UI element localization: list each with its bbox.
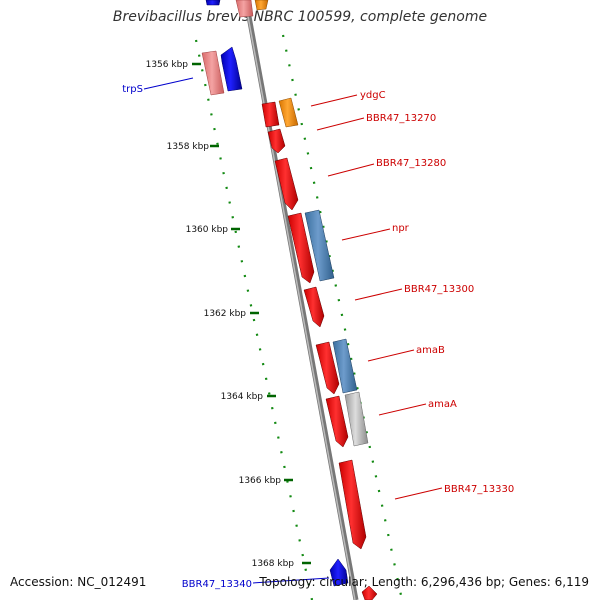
gene-features <box>201 0 378 600</box>
gene-label-BBR47_13270[interactable]: BBR47_13270 <box>366 113 436 124</box>
feature-ydgC[interactable] <box>278 97 299 128</box>
feature-amaB[interactable] <box>315 341 340 395</box>
kbp-label: 1358 kbp <box>167 142 210 152</box>
kbp-label: 1364 kbp <box>221 392 264 402</box>
feature-pink-trps-region[interactable] <box>201 50 225 96</box>
feature-trpS[interactable] <box>220 46 243 92</box>
feature-BBR47_13330[interactable] <box>338 459 367 550</box>
gene-label-BBR47_13280[interactable]: BBR47_13280 <box>376 158 446 169</box>
gene-label-BBR47_13330[interactable]: BBR47_13330 <box>444 484 514 495</box>
feature-top-blue[interactable] <box>205 0 221 6</box>
gene-label-npr[interactable]: npr <box>392 223 410 234</box>
feature-bottom-red[interactable] <box>361 585 378 600</box>
gene-label-trpS[interactable]: trpS <box>122 84 143 95</box>
feature-top-orange[interactable] <box>254 0 269 11</box>
feature-npr[interactable] <box>287 212 315 284</box>
gene-label-amaB[interactable]: amaB <box>416 345 445 356</box>
kbp-label: 1362 kbp <box>204 309 247 319</box>
kbp-label: 1366 kbp <box>239 476 282 486</box>
kbp-label: 1360 kbp <box>186 225 229 235</box>
topology-text: Topology: circular; Length: 6,296,436 bp… <box>259 575 589 589</box>
accession-text: Accession: NC_012491 <box>10 575 147 589</box>
genome-backbone <box>243 0 359 600</box>
leader-npr <box>341 228 391 241</box>
kbp-ticks <box>192 62 311 565</box>
leader-BBR47_13280 <box>327 163 375 177</box>
leader-amaA <box>378 403 427 416</box>
leader-BBR47_13330 <box>394 487 443 500</box>
leader-BBR47_13340 <box>252 577 330 584</box>
leader-trpS <box>143 77 194 90</box>
kbp-label: 1368 kbp <box>252 559 295 569</box>
feature-BBR47_13280[interactable] <box>274 157 299 211</box>
kbp-labels: 1356 kbp 1358 kbp 1360 kbp 1362 kbp 1364… <box>146 60 295 569</box>
gene-label-BBR47_13340[interactable]: BBR47_13340 <box>182 579 252 590</box>
scale-guide-right <box>281 34 404 600</box>
leader-BBR47_13270 <box>316 117 365 131</box>
feature-BBR47_13300[interactable] <box>303 286 325 328</box>
feature-red-1[interactable] <box>261 101 280 128</box>
scale-guide-left <box>194 39 314 600</box>
leader-BBR47_13300 <box>354 288 403 301</box>
map-title: Brevibacillus brevis NBRC 100599, comple… <box>112 9 488 25</box>
feature-amaA[interactable] <box>325 395 349 448</box>
leader-amaB <box>367 349 415 362</box>
feature-amaB-rna[interactable] <box>332 338 358 394</box>
gene-label-group: trpS ydgC BBR47_13270 BBR47_13280 npr BB… <box>122 84 514 590</box>
feature-npr-rna[interactable] <box>304 209 335 282</box>
gene-label-ydgC[interactable]: ydgC <box>360 90 386 101</box>
gene-label-BBR47_13300[interactable]: BBR47_13300 <box>404 284 474 295</box>
feature-amaA-pseudo[interactable] <box>344 391 369 447</box>
feature-BBR47_13340[interactable] <box>329 558 349 587</box>
gene-label-amaA[interactable]: amaA <box>428 399 457 410</box>
feature-BBR47_13270[interactable] <box>267 128 286 154</box>
feature-top-pink[interactable] <box>235 0 254 18</box>
label-leader-lines <box>143 77 443 584</box>
leader-ydgC <box>310 94 358 107</box>
scale-guides <box>194 34 404 600</box>
kbp-label: 1356 kbp <box>146 60 189 70</box>
